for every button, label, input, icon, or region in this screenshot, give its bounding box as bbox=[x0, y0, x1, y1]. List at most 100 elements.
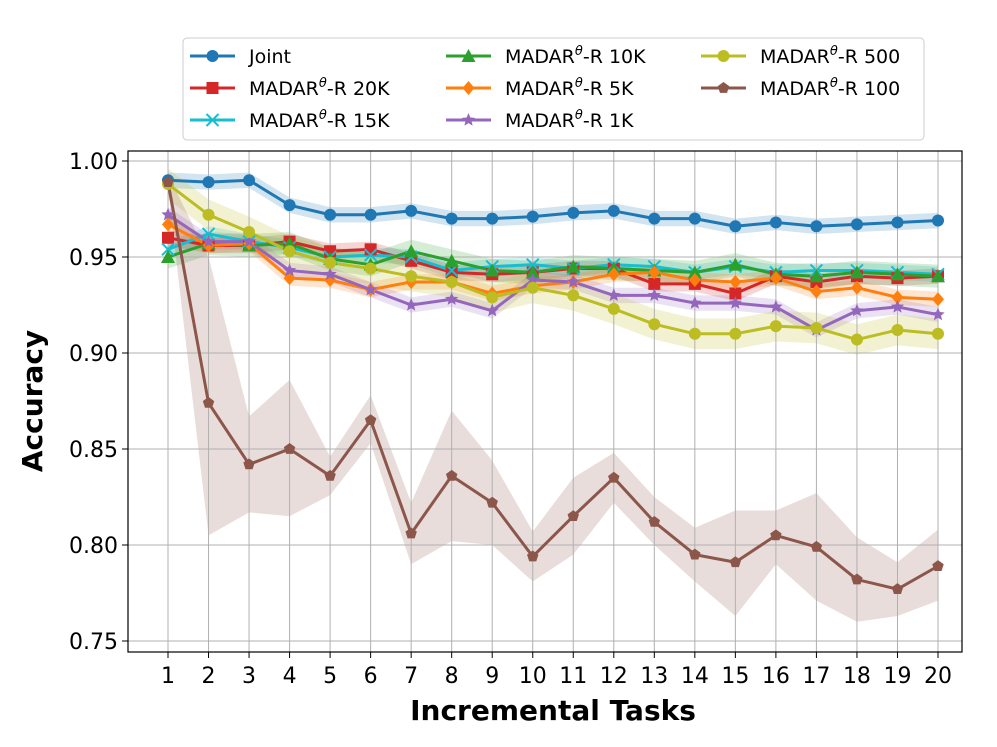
series-0-point bbox=[567, 206, 580, 219]
plot-frame bbox=[127, 150, 963, 653]
series-3-point bbox=[485, 263, 500, 277]
legend: Joint MADARθ-R 20K MADARθ-R 15K MADARθ-R 10… bbox=[182, 37, 925, 141]
series-5-point bbox=[566, 274, 580, 288]
series-6-point bbox=[810, 322, 823, 335]
series-5-point bbox=[890, 299, 905, 313]
x-tick-label: 12 bbox=[600, 664, 628, 689]
series-7-point bbox=[567, 510, 579, 522]
series-6-point bbox=[850, 333, 863, 346]
series-5-point bbox=[445, 292, 459, 305]
legend-marker bbox=[206, 50, 219, 62]
series-6-point bbox=[891, 323, 904, 336]
series-0-band bbox=[168, 172, 938, 234]
series-4-point bbox=[607, 267, 620, 282]
legend-marker bbox=[461, 49, 476, 62]
x-tick-label: 6 bbox=[364, 664, 378, 689]
series-7-point bbox=[689, 548, 701, 560]
x-tick-label: 17 bbox=[802, 664, 830, 689]
series-2-point bbox=[363, 248, 378, 262]
x-tick-label: 10 bbox=[519, 664, 547, 689]
series-7-point bbox=[445, 469, 458, 481]
series-3-point bbox=[525, 265, 540, 279]
x-tick-label: 11 bbox=[559, 664, 587, 689]
legend-frame bbox=[182, 37, 925, 141]
x-tick-label: 3 bbox=[242, 664, 256, 689]
series-0-point bbox=[648, 212, 661, 225]
series-5-point bbox=[485, 303, 499, 317]
series-5-point bbox=[323, 267, 337, 280]
series-0-point bbox=[405, 204, 418, 217]
series-7-point bbox=[202, 396, 215, 408]
series-0-point bbox=[445, 212, 458, 225]
series-0-point bbox=[243, 174, 256, 187]
series-4-point bbox=[162, 217, 174, 232]
x-axis-title: Incremental Tasks bbox=[410, 694, 696, 727]
series-2-point bbox=[201, 227, 216, 241]
legend-label: MADARθ-R 1K bbox=[505, 108, 634, 132]
series-6-point bbox=[243, 226, 256, 239]
series-7-point bbox=[283, 443, 296, 454]
x-tick-label: 1 bbox=[161, 664, 175, 689]
series-5-line bbox=[167, 213, 939, 332]
series-4-point bbox=[769, 271, 782, 286]
series-3-point bbox=[890, 267, 905, 281]
series-2-line bbox=[167, 232, 939, 276]
series-3-point bbox=[444, 253, 459, 267]
y-tick-label: 0.90 bbox=[69, 342, 118, 367]
series-6-point bbox=[769, 320, 782, 333]
series-4-point bbox=[810, 284, 823, 299]
legend-label: MADARθ-R 20K bbox=[249, 76, 390, 100]
series-3-point bbox=[161, 250, 175, 263]
series-4-point bbox=[891, 290, 904, 305]
x-tick-label: 16 bbox=[762, 664, 790, 689]
series-7-point bbox=[527, 550, 539, 562]
series-0-point bbox=[932, 214, 944, 227]
series-0-point bbox=[850, 218, 863, 231]
x-tick-label: 14 bbox=[681, 664, 709, 689]
series-7-point bbox=[770, 529, 782, 541]
series-5-point bbox=[688, 296, 702, 309]
series-1-point bbox=[405, 254, 418, 267]
series-5-point bbox=[242, 234, 256, 248]
series-1-point bbox=[162, 231, 174, 244]
series-0-point bbox=[688, 212, 701, 225]
series-0-point bbox=[891, 216, 904, 229]
series-0-point bbox=[607, 204, 620, 217]
series-1-point bbox=[324, 245, 337, 258]
series-5-point bbox=[850, 303, 864, 317]
series-6-point bbox=[932, 327, 944, 340]
series-6-point bbox=[283, 245, 296, 258]
legend-label: Joint bbox=[248, 46, 291, 68]
series-4-point bbox=[850, 280, 863, 295]
series-7-line bbox=[166, 181, 939, 591]
series-3-point bbox=[566, 259, 581, 273]
x-tick-label: 15 bbox=[721, 664, 749, 689]
series-7-point bbox=[729, 556, 742, 568]
series-5-point bbox=[404, 298, 418, 311]
series-7-point bbox=[932, 560, 944, 571]
series-6-point bbox=[729, 327, 742, 340]
series-0-point bbox=[324, 208, 337, 221]
series-1-point bbox=[729, 287, 742, 300]
legend-marker bbox=[205, 113, 220, 127]
series-0-point bbox=[486, 212, 499, 225]
series-4-point bbox=[729, 274, 742, 289]
series-0-line bbox=[167, 178, 939, 228]
series-7-point bbox=[891, 583, 904, 595]
series-1-point bbox=[364, 243, 377, 256]
series-5-point bbox=[363, 282, 378, 296]
y-tick-label: 0.95 bbox=[69, 246, 118, 271]
legend-marker bbox=[717, 50, 730, 62]
series-3-point bbox=[849, 265, 864, 279]
series-3-point bbox=[282, 236, 297, 250]
series-0-point bbox=[526, 210, 539, 223]
series-5-point bbox=[161, 207, 175, 221]
series-6-point bbox=[486, 291, 499, 304]
legend-marker bbox=[206, 82, 219, 94]
series-4-point bbox=[932, 292, 944, 307]
y-tick-label: 1.00 bbox=[69, 150, 118, 175]
series-0-point bbox=[364, 208, 377, 221]
legend-label: MADARθ-R 5K bbox=[505, 76, 634, 100]
series-1-point bbox=[445, 266, 458, 279]
